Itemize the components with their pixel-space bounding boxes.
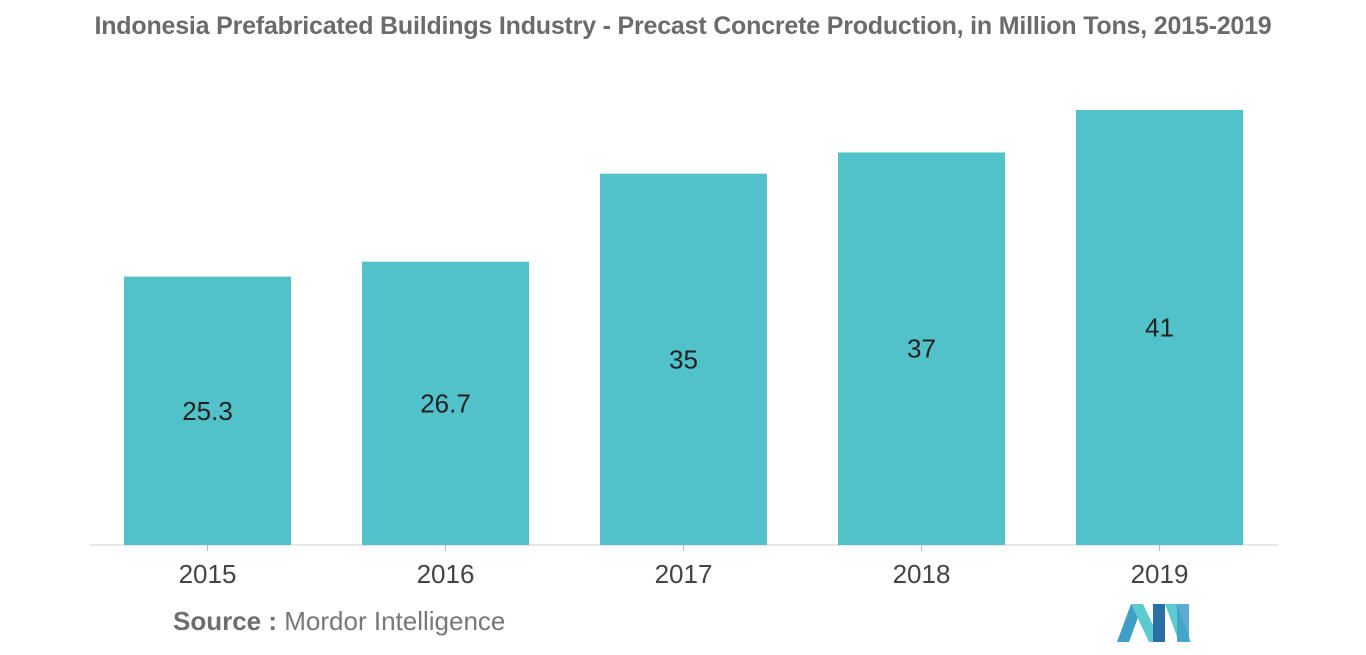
source-label: Source : [173,606,278,636]
source-note: Source : Mordor Intelligence [173,606,505,637]
bar-2016 [362,261,529,545]
bar-2015 [124,276,291,545]
x-tick-label: 2019 [1131,559,1189,589]
x-tick-label: 2016 [417,559,475,589]
data-label: 26.7 [420,388,471,418]
source-text: Mordor Intelligence [284,606,506,636]
x-tick-label: 2018 [893,559,951,589]
mordor-intelligence-logo-icon [1117,604,1191,642]
chart-title: Indonesia Prefabricated Buildings Indust… [94,12,1272,40]
bar-chart: 2015 2016 2017 2018 2019 25.3 26.7 35 37 41 [90,110,1278,589]
data-label: 35 [669,344,698,374]
bar-2018 [838,152,1005,545]
x-tick-label: 2017 [655,559,713,589]
data-label: 41 [1145,313,1174,343]
data-label: 37 [907,334,936,364]
bar-2017 [600,173,767,545]
data-label: 25.3 [182,396,233,426]
x-tick-label: 2015 [179,559,237,589]
bar-2019 [1076,110,1243,545]
